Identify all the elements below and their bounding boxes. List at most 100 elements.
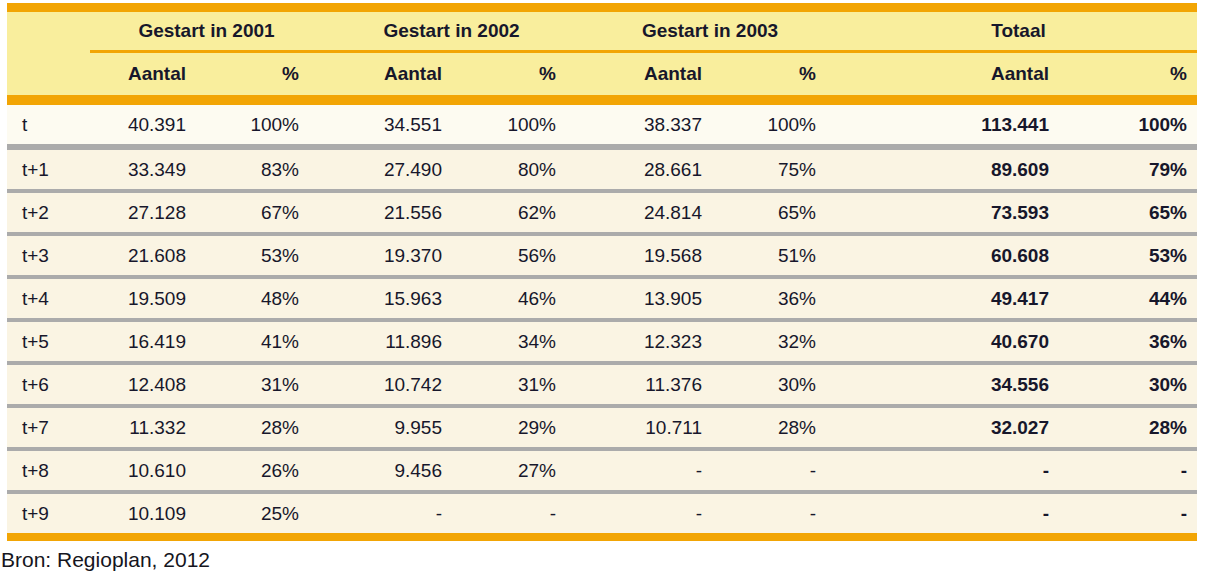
cell-totaal: 30% [1073,363,1197,406]
group-header-gestart-2003: Gestart in 2003 [580,12,840,52]
group-header-gestart-2001: Gestart in 2001 [90,12,323,52]
cell: 67% [210,191,323,234]
cell-totaal: 89.609 [840,147,1073,191]
subheader-pct: % [1073,52,1197,101]
top-rule-bar [7,3,1197,12]
cell: 28% [726,406,840,449]
cell: 80% [466,147,580,191]
cell-totaal: 73.593 [840,191,1073,234]
subheader-pct: % [466,52,580,101]
cell: 16.419 [90,320,210,363]
cell: 32% [726,320,840,363]
cell: 11.376 [580,363,726,406]
row-label: t+7 [7,406,90,449]
cell: 62% [466,191,580,234]
cell: 31% [210,363,323,406]
cell: 83% [210,147,323,191]
cell: - [726,449,840,492]
cell-totaal: 44% [1073,277,1197,320]
cell: 46% [466,277,580,320]
table-row: t+1 33.349 83% 27.490 80% 28.661 75% 89.… [7,147,1197,191]
cell-totaal: 32.027 [840,406,1073,449]
row-label-header [7,52,90,101]
group-header-row: Gestart in 2001 Gestart in 2002 Gestart … [7,12,1197,52]
cell: 10.711 [580,406,726,449]
cell-totaal: 79% [1073,147,1197,191]
cell: 38.337 [580,100,726,147]
source-note: Bron: Regioplan, 2012 [1,548,1208,572]
cell: 65% [726,191,840,234]
cell: 100% [726,100,840,147]
subheader-pct: % [210,52,323,101]
row-label: t+3 [7,234,90,277]
table-row: t+6 12.408 31% 10.742 31% 11.376 30% 34.… [7,363,1197,406]
cell: 10.109 [90,492,210,533]
subheader-aantal: Aantal [580,52,726,101]
row-label: t+4 [7,277,90,320]
cell-totaal: - [840,449,1073,492]
cell: - [466,492,580,533]
cell: 26% [210,449,323,492]
cell-totaal: 36% [1073,320,1197,363]
cell: 28% [210,406,323,449]
cell: 100% [466,100,580,147]
table-row: t+2 27.128 67% 21.556 62% 24.814 65% 73.… [7,191,1197,234]
table-row: t+7 11.332 28% 9.955 29% 10.711 28% 32.0… [7,406,1197,449]
bottom-rule-bar [7,533,1197,541]
cohort-table: Gestart in 2001 Gestart in 2002 Gestart … [7,12,1197,533]
cell-totaal: 28% [1073,406,1197,449]
cell: 9.955 [323,406,466,449]
cell: 21.556 [323,191,466,234]
row-label: t+1 [7,147,90,191]
cell-totaal: - [1073,492,1197,533]
table-row: t+8 10.610 26% 9.456 27% - - - - [7,449,1197,492]
row-label: t [7,100,90,147]
cell: 34% [466,320,580,363]
cell: 10.610 [90,449,210,492]
cell: 100% [210,100,323,147]
cell: 21.608 [90,234,210,277]
cell: 36% [726,277,840,320]
cell: 11.896 [323,320,466,363]
cell: 33.349 [90,147,210,191]
cell-totaal: - [1073,449,1197,492]
group-header-gestart-2002: Gestart in 2002 [323,12,580,52]
cell: 34.551 [323,100,466,147]
table-row: t+4 19.509 48% 15.963 46% 13.905 36% 49.… [7,277,1197,320]
cell: 56% [466,234,580,277]
sub-header-row: Aantal % Aantal % Aantal % Aantal % [7,52,1197,101]
row-label: t+6 [7,363,90,406]
cell: 13.905 [580,277,726,320]
row-label: t+9 [7,492,90,533]
cell: 27.490 [323,147,466,191]
cell: - [580,492,726,533]
cell: 29% [466,406,580,449]
cell: 9.456 [323,449,466,492]
cell: 27.128 [90,191,210,234]
cell: 11.332 [90,406,210,449]
table-row: t+5 16.419 41% 11.896 34% 12.323 32% 40.… [7,320,1197,363]
cell-totaal: 65% [1073,191,1197,234]
subheader-aantal: Aantal [90,52,210,101]
row-label: t+2 [7,191,90,234]
table-row: t+3 21.608 53% 19.370 56% 19.568 51% 60.… [7,234,1197,277]
cell: 19.568 [580,234,726,277]
cell: 10.742 [323,363,466,406]
cell: - [323,492,466,533]
subheader-aantal: Aantal [840,52,1073,101]
cell-totaal: 100% [1073,100,1197,147]
cell-totaal: 49.417 [840,277,1073,320]
cell-totaal: 113.441 [840,100,1073,147]
table-row: t 40.391 100% 34.551 100% 38.337 100% 11… [7,100,1197,147]
cell: 53% [210,234,323,277]
row-label-header [7,12,90,52]
subheader-pct: % [726,52,840,101]
cell: 30% [726,363,840,406]
cell: - [726,492,840,533]
cell: 75% [726,147,840,191]
cell: 41% [210,320,323,363]
cell-totaal: 40.670 [840,320,1073,363]
cell: 15.963 [323,277,466,320]
cell-totaal: 60.608 [840,234,1073,277]
table-row: t+9 10.109 25% - - - - - - [7,492,1197,533]
